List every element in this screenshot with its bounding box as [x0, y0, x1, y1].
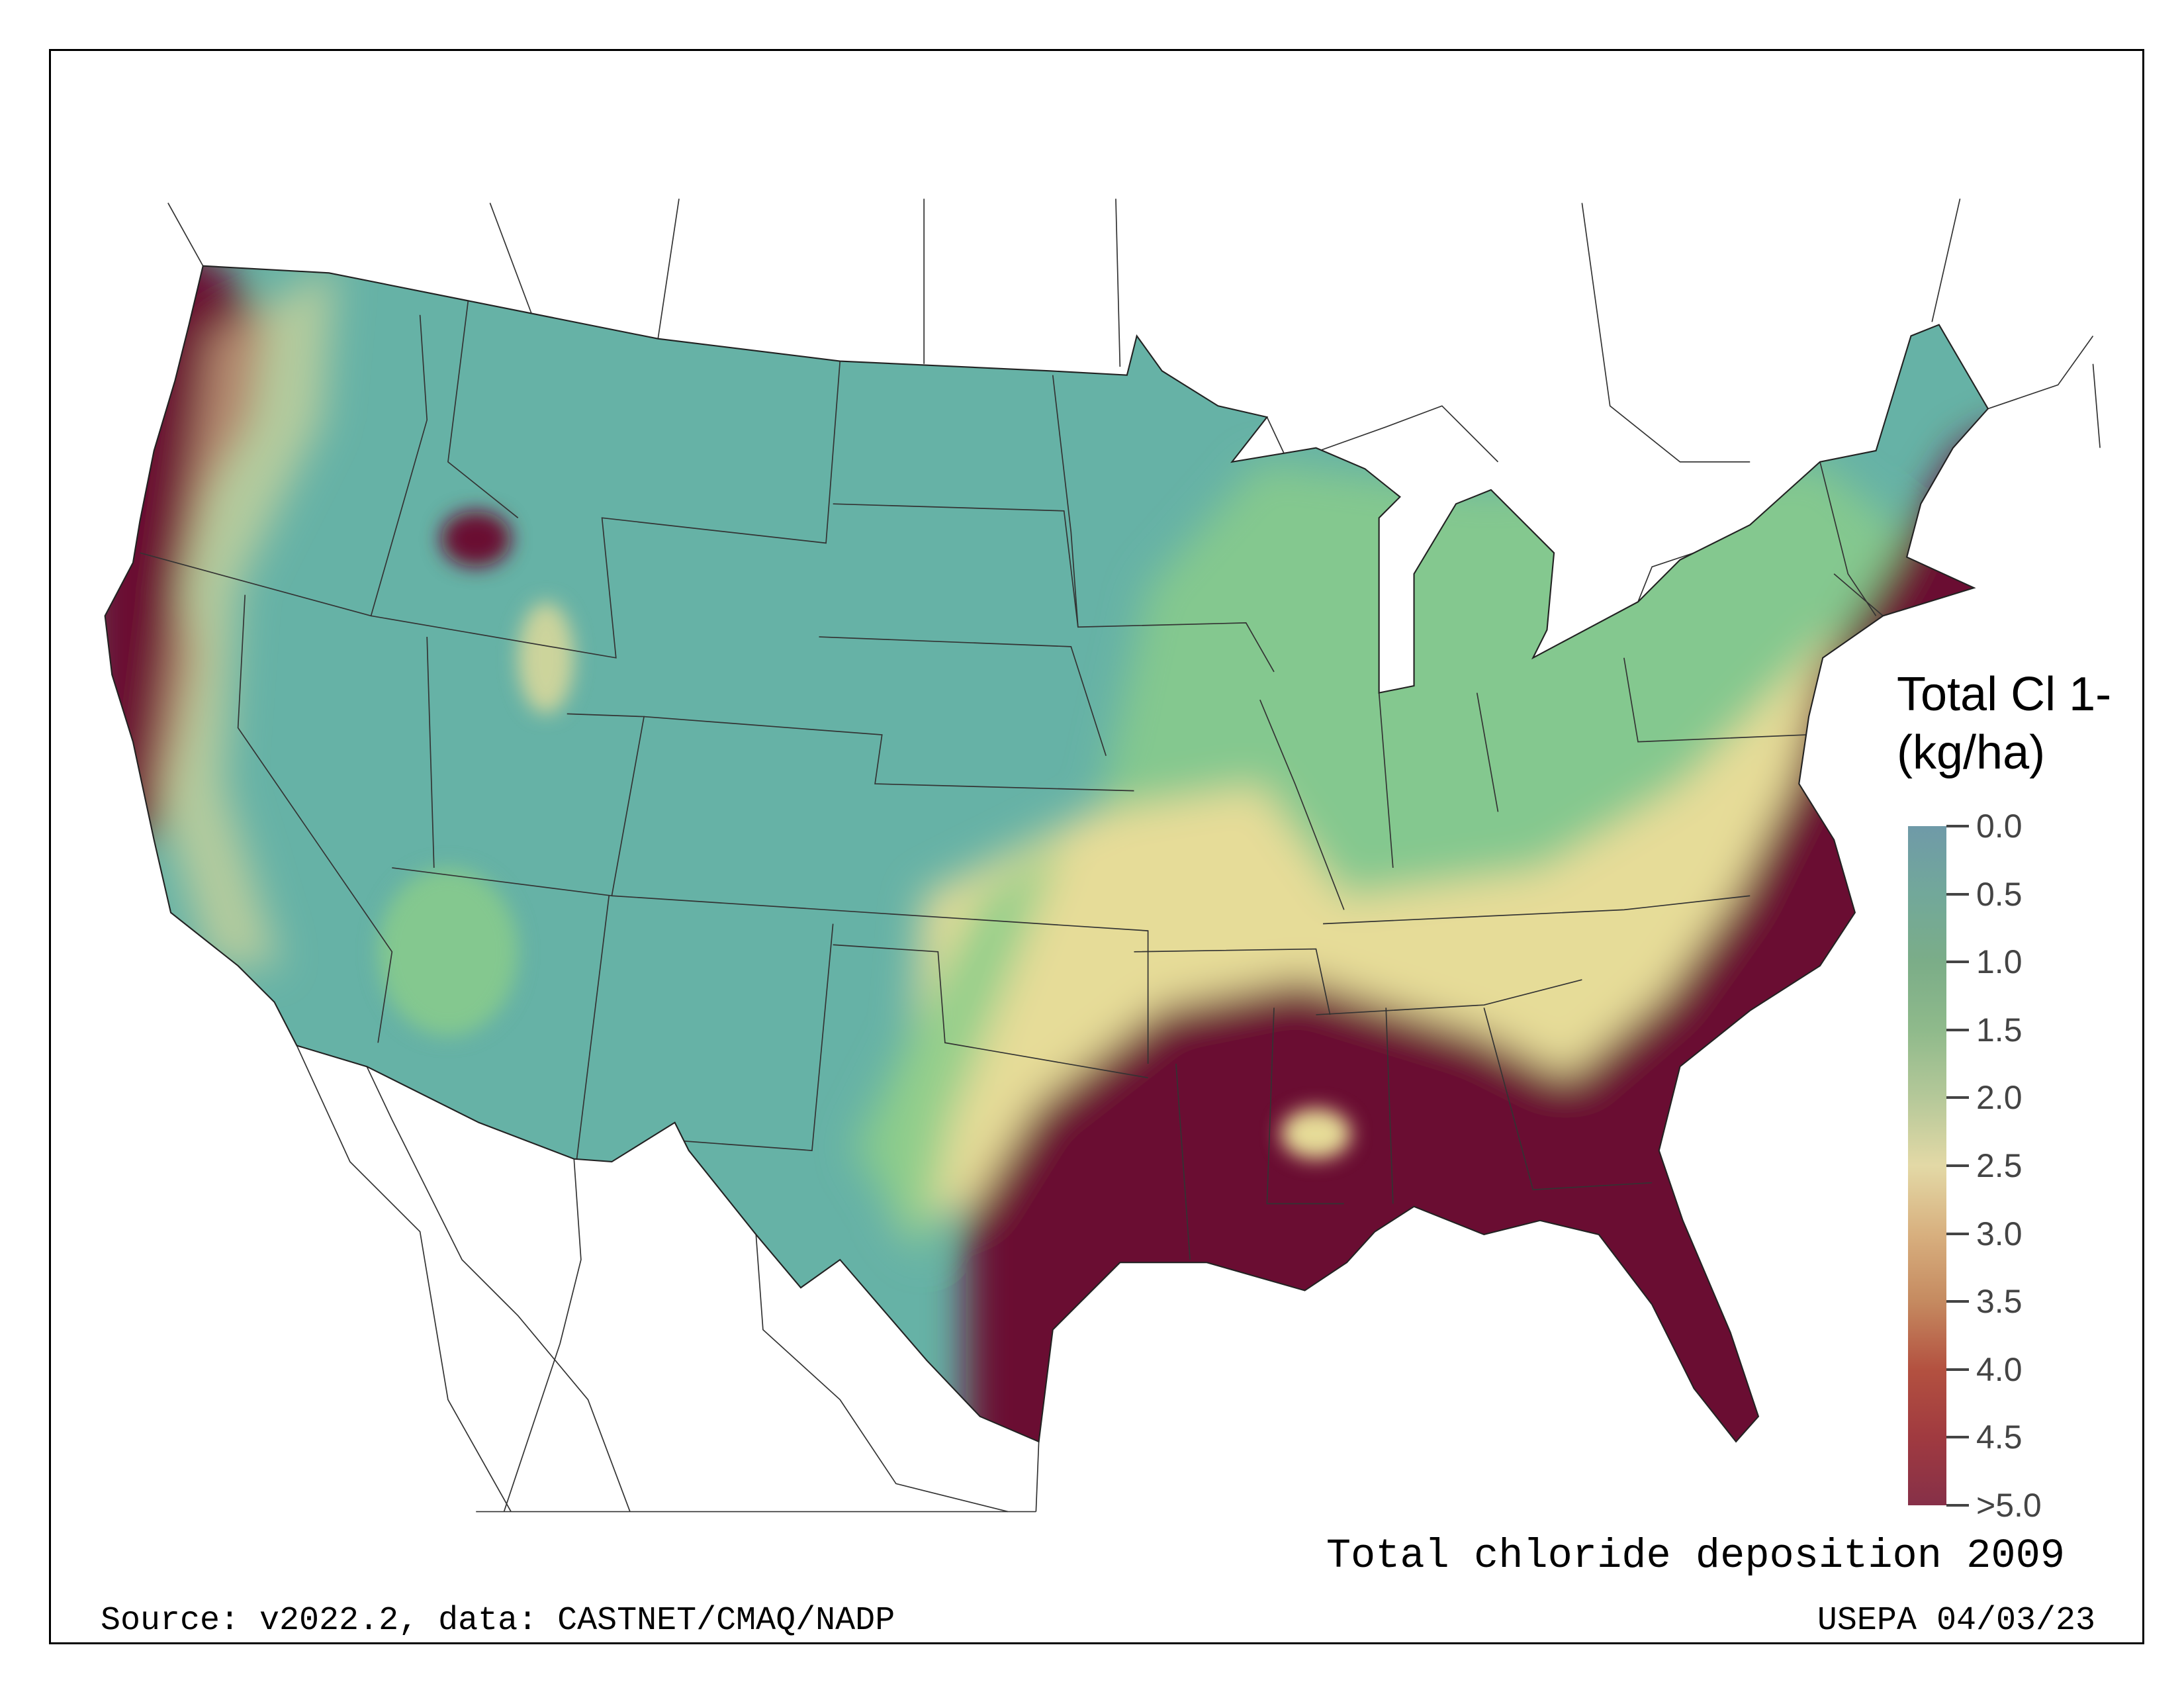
colorbar-tick-label: 3.0 [1976, 1215, 2023, 1252]
colorbar-tick [1946, 1368, 1969, 1371]
figure-frame [49, 49, 2144, 1644]
colorbar-tick-label: 4.5 [1976, 1419, 2023, 1456]
colorbar [1908, 826, 1946, 1505]
source-note: Source: v2022.2, data: CASTNET/CMAQ/NADP [101, 1602, 895, 1640]
colorbar-tick-label: 0.0 [1976, 808, 2023, 845]
colorbar-tick [1946, 1028, 1969, 1031]
colorbar-tick-label: 2.5 [1976, 1147, 2023, 1184]
credit-note: USEPA 04/03/23 [1817, 1602, 2095, 1640]
colorbar-tick-label: 0.5 [1976, 875, 2023, 913]
state-borders [140, 293, 1884, 1260]
colorbar-tick-label: 3.5 [1976, 1283, 2023, 1321]
map-title: Total chloride deposition 2009 [1326, 1532, 2065, 1579]
colorbar-tick-label: >5.0 [1976, 1487, 2042, 1524]
colorbar-tick-label: 1.0 [1976, 943, 2023, 981]
colorbar-tick-label: 1.5 [1976, 1011, 2023, 1049]
colorbar-tick [1946, 961, 1969, 964]
colorbar-tick [1946, 1164, 1969, 1167]
colorbar-tick [1946, 1504, 1969, 1507]
neighbor-borders [167, 199, 2101, 1513]
colorbar-tick [1946, 1300, 1969, 1303]
legend-title-line2: (kg/ha) [1897, 726, 2046, 779]
colorbar-tick [1946, 1436, 1969, 1439]
colorbar-tick [1946, 892, 1969, 896]
colorbar-tick-label: 2.0 [1976, 1079, 2023, 1117]
colorbar-tick [1946, 1096, 1969, 1100]
colorbar-tick-label: 4.0 [1976, 1350, 2023, 1388]
colorbar-tick [1946, 1232, 1969, 1235]
legend-title-line1: Total Cl 1- [1897, 668, 2112, 721]
idaho-mountain-hotspot [441, 510, 512, 567]
legend-title: Total Cl 1- (kg/ha) [1897, 665, 2111, 782]
colorbar-tick [1946, 825, 1969, 827]
